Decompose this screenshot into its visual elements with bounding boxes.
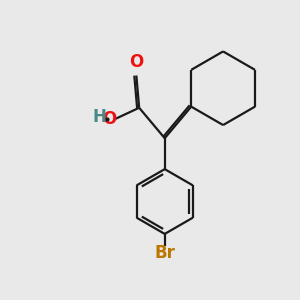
Text: H: H — [93, 109, 107, 127]
Text: Br: Br — [154, 244, 175, 262]
Text: O: O — [102, 110, 117, 128]
Text: O: O — [129, 53, 143, 71]
